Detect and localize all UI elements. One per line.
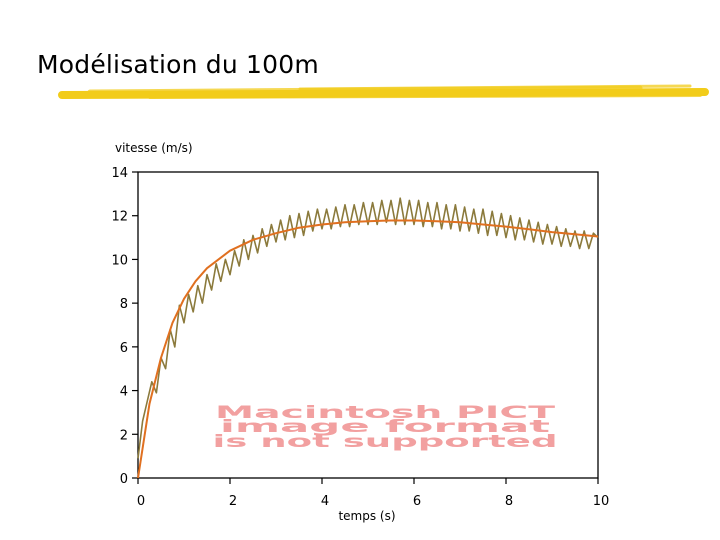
x-tick-label: 0 bbox=[137, 494, 145, 509]
y-tick-label: 12 bbox=[111, 210, 128, 225]
y-tick-label: 0 bbox=[120, 472, 128, 487]
unsupported-image-placeholder: Macintosh PICT image format is not suppo… bbox=[213, 403, 558, 452]
y-tick-label: 4 bbox=[120, 385, 128, 400]
slide-title: Modélisation du 100m bbox=[37, 50, 319, 79]
y-tick-label: 8 bbox=[120, 297, 128, 312]
plot-area bbox=[137, 197, 599, 479]
underline-stroke bbox=[148, 93, 702, 99]
placeholder-line-3: is not supported bbox=[213, 432, 558, 452]
underline-stroke bbox=[298, 84, 692, 91]
x-axis: 0 2 4 6 8 10 bbox=[137, 478, 609, 509]
x-tick-label: 2 bbox=[229, 494, 237, 509]
x-tick-label: 8 bbox=[505, 494, 513, 509]
y-axis-title: vitesse (m/s) bbox=[115, 141, 193, 155]
y-tick-label: 6 bbox=[120, 341, 128, 356]
model-curve bbox=[137, 219, 599, 479]
measured-velocity-line bbox=[137, 197, 599, 459]
placeholder-line-1: Macintosh PICT bbox=[215, 403, 556, 423]
y-tick-label: 10 bbox=[111, 253, 128, 268]
x-tick-label: 6 bbox=[413, 494, 421, 509]
y-tick-label: 2 bbox=[120, 428, 128, 443]
placeholder-line-2: image format bbox=[220, 417, 550, 437]
x-axis-title: temps (s) bbox=[338, 509, 395, 523]
plot-frame bbox=[137, 171, 599, 479]
x-tick-label: 10 bbox=[593, 494, 610, 509]
y-tick-label: 14 bbox=[111, 166, 128, 181]
y-axis: 0 2 4 6 8 10 12 14 bbox=[111, 166, 138, 487]
underline-stroke bbox=[58, 88, 709, 99]
x-tick-label: 4 bbox=[321, 494, 329, 509]
